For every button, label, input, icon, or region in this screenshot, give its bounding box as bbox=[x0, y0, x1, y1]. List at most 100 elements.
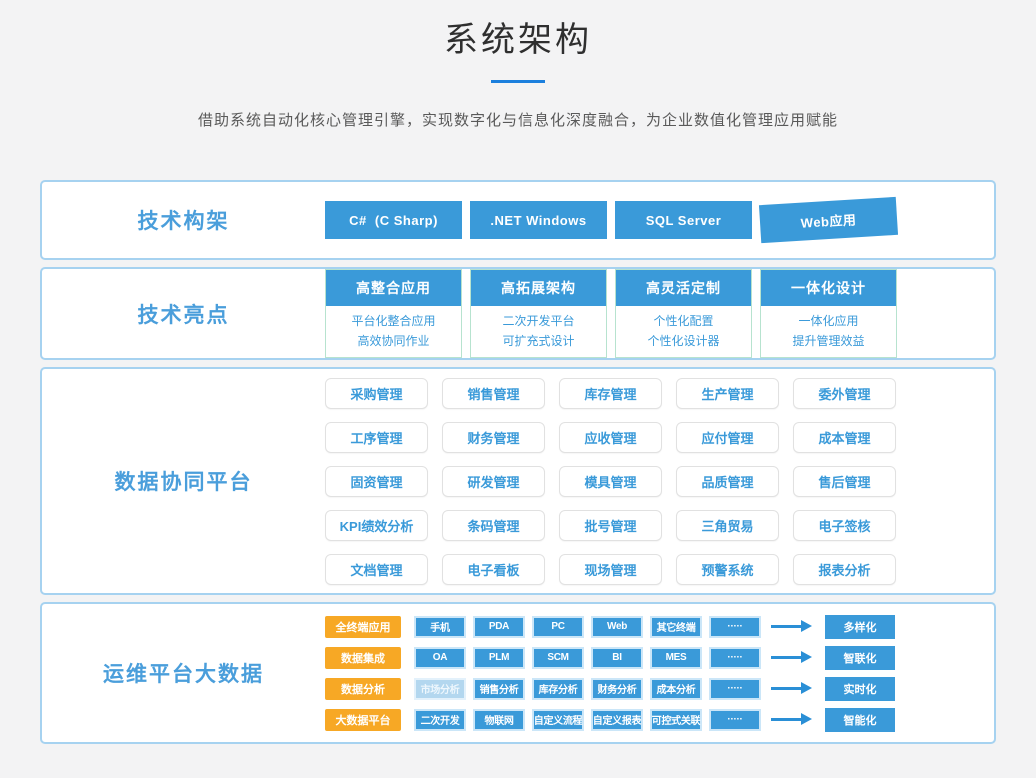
tech-button-row: C# (C Sharp) .NET Windows SQL Server Web… bbox=[325, 196, 899, 244]
bigdata-item: 其它终端 bbox=[650, 615, 702, 638]
panel-label-bigdata: 运维平台大数据 bbox=[103, 663, 264, 686]
bigdata-item: 成本分析 bbox=[650, 677, 702, 700]
bigdata-row: 全终端应用 手机 PDA PC Web 其它终端 ····· 多样化 bbox=[325, 614, 895, 639]
bigdata-item: 自定义报表 bbox=[591, 708, 643, 731]
bigdata-item: 可控式关联 bbox=[650, 708, 702, 731]
module-btn: 委外管理 bbox=[793, 377, 896, 409]
category-label: 大数据平台 bbox=[325, 708, 401, 731]
bigdata-item: 物联网 bbox=[473, 708, 525, 731]
arrow-right-icon bbox=[771, 682, 812, 694]
page-header: 系统架构 借助系统自动化核心管理引擎，实现数字化与信息化深度融合，为企业数值化管… bbox=[0, 0, 1036, 130]
highlight-card-line: 高效协同作业 bbox=[357, 334, 430, 348]
result-btn: 智联化 bbox=[825, 645, 895, 670]
highlight-card-line: 可扩充式设计 bbox=[502, 334, 575, 348]
bigdata-item: 财务分析 bbox=[591, 677, 643, 700]
bigdata-row: 大数据平台 二次开发 物联网 自定义流程 自定义报表 可控式关联 ····· 智… bbox=[325, 707, 895, 732]
category-label: 数据分析 bbox=[325, 677, 401, 700]
highlight-card-line: 个性化配置 bbox=[653, 314, 714, 328]
highlight-card-line: 平台化整合应用 bbox=[351, 314, 436, 328]
tech-btn-web: Web应用 bbox=[758, 196, 899, 244]
module-grid: 采购管理 销售管理 库存管理 生产管理 委外管理 工序管理 财务管理 应收管理 … bbox=[325, 377, 896, 585]
module-btn: 三角贸易 bbox=[676, 509, 779, 541]
module-btn: 工序管理 bbox=[325, 421, 428, 453]
highlight-card: 高整合应用 平台化整合应用 高效协同作业 bbox=[325, 269, 462, 358]
bigdata-item: 手机 bbox=[414, 615, 466, 638]
panel-tech-highlights: 技术亮点 高整合应用 平台化整合应用 高效协同作业 高拓展架构 二次开发平台 可… bbox=[40, 267, 996, 360]
arrow-right-icon bbox=[771, 651, 812, 663]
highlight-card: 一体化设计 一体化应用 提升管理效益 bbox=[760, 269, 897, 358]
result-btn: 多样化 bbox=[825, 614, 895, 639]
bigdata-row: 数据分析 市场分析 销售分析 库存分析 财务分析 成本分析 ····· 实时化 bbox=[325, 676, 895, 701]
result-btn: 实时化 bbox=[825, 676, 895, 701]
bigdata-item-more: ····· bbox=[709, 708, 761, 731]
highlight-cards: 高整合应用 平台化整合应用 高效协同作业 高拓展架构 二次开发平台 可扩充式设计… bbox=[325, 269, 897, 358]
module-btn: 文档管理 bbox=[325, 553, 428, 585]
bigdata-item: 销售分析 bbox=[473, 677, 525, 700]
module-btn: 财务管理 bbox=[442, 421, 545, 453]
highlight-card-line: 二次开发平台 bbox=[502, 314, 575, 328]
module-btn: 批号管理 bbox=[559, 509, 662, 541]
page-subtitle: 借助系统自动化核心管理引擎，实现数字化与信息化深度融合，为企业数值化管理应用赋能 bbox=[197, 112, 838, 129]
bigdata-item: OA bbox=[414, 646, 466, 669]
module-btn: 应付管理 bbox=[676, 421, 779, 453]
result-btn: 智能化 bbox=[825, 707, 895, 732]
highlight-card-line: 个性化设计器 bbox=[647, 334, 720, 348]
module-btn: 固资管理 bbox=[325, 465, 428, 497]
bigdata-item: 自定义流程 bbox=[532, 708, 584, 731]
panel-bigdata: 运维平台大数据 全终端应用 手机 PDA PC Web 其它终端 ····· 多… bbox=[40, 602, 996, 744]
module-btn: 预警系统 bbox=[676, 553, 779, 585]
tech-btn-dotnet: .NET Windows bbox=[470, 201, 607, 239]
arrow-right-icon bbox=[771, 620, 812, 632]
module-btn: KPI绩效分析 bbox=[325, 509, 428, 541]
panel-label-tech-framework: 技术构架 bbox=[137, 210, 230, 233]
bigdata-item: 二次开发 bbox=[414, 708, 466, 731]
page-title: 系统架构 bbox=[444, 21, 592, 59]
module-btn: 销售管理 bbox=[442, 377, 545, 409]
highlight-card-title: 一体化设计 bbox=[761, 270, 896, 306]
bigdata-item: 市场分析 bbox=[414, 677, 466, 700]
tech-btn-sqlserver: SQL Server bbox=[615, 201, 752, 239]
category-label: 数据集成 bbox=[325, 646, 401, 669]
module-btn: 报表分析 bbox=[793, 553, 896, 585]
module-btn: 成本管理 bbox=[793, 421, 896, 453]
module-btn: 模具管理 bbox=[559, 465, 662, 497]
highlight-card: 高拓展架构 二次开发平台 可扩充式设计 bbox=[470, 269, 607, 358]
panel-label-tech-highlights: 技术亮点 bbox=[137, 303, 230, 327]
category-label: 全终端应用 bbox=[325, 615, 401, 638]
module-btn: 库存管理 bbox=[559, 377, 662, 409]
module-btn: 品质管理 bbox=[676, 465, 779, 497]
bigdata-item-more: ····· bbox=[709, 615, 761, 638]
module-btn: 研发管理 bbox=[442, 465, 545, 497]
panels-container: 技术构架 C# (C Sharp) .NET Windows SQL Serve… bbox=[0, 180, 1036, 744]
panel-label-data-platform: 数据协同平台 bbox=[114, 471, 253, 494]
bigdata-item: PC bbox=[532, 615, 584, 638]
module-btn: 电子看板 bbox=[442, 553, 545, 585]
bigdata-item: SCM bbox=[532, 646, 584, 669]
bigdata-item: 库存分析 bbox=[532, 677, 584, 700]
bigdata-rows: 全终端应用 手机 PDA PC Web 其它终端 ····· 多样化 数据集成 … bbox=[325, 614, 895, 732]
module-btn: 电子签核 bbox=[793, 509, 896, 541]
module-btn: 条码管理 bbox=[442, 509, 545, 541]
module-btn: 采购管理 bbox=[325, 377, 428, 409]
highlight-card-title: 高拓展架构 bbox=[471, 270, 606, 306]
module-btn: 售后管理 bbox=[793, 465, 896, 497]
highlight-card-title: 高整合应用 bbox=[326, 270, 461, 306]
bigdata-item-more: ····· bbox=[709, 677, 761, 700]
bigdata-item: MES bbox=[650, 646, 702, 669]
panel-tech-framework: 技术构架 C# (C Sharp) .NET Windows SQL Serve… bbox=[40, 180, 996, 260]
bigdata-item: BI bbox=[591, 646, 643, 669]
highlight-card-line: 一体化应用 bbox=[798, 314, 859, 328]
bigdata-item-more: ····· bbox=[709, 646, 761, 669]
highlight-card: 高灵活定制 个性化配置 个性化设计器 bbox=[615, 269, 752, 358]
module-btn: 现场管理 bbox=[559, 553, 662, 585]
bigdata-item: PLM bbox=[473, 646, 525, 669]
bigdata-row: 数据集成 OA PLM SCM BI MES ····· 智联化 bbox=[325, 645, 895, 670]
bigdata-item: PDA bbox=[473, 615, 525, 638]
bigdata-item: Web bbox=[591, 615, 643, 638]
highlight-card-title: 高灵活定制 bbox=[616, 270, 751, 306]
tech-btn-csharp: C# (C Sharp) bbox=[325, 201, 462, 239]
title-underline bbox=[491, 80, 545, 83]
module-btn: 应收管理 bbox=[559, 421, 662, 453]
module-btn: 生产管理 bbox=[676, 377, 779, 409]
arrow-right-icon bbox=[771, 713, 812, 725]
